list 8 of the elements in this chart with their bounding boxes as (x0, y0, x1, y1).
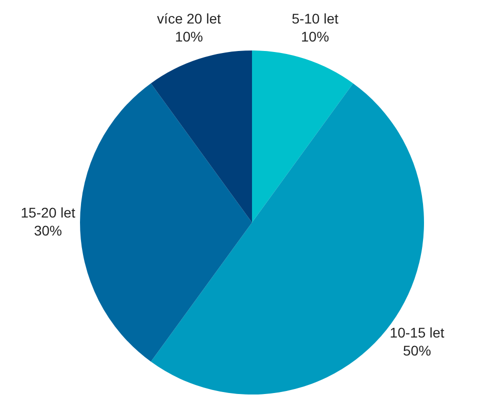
slice-label: 10-15 let (390, 324, 444, 340)
data-label: 10% (174, 28, 203, 44)
data-label: 30% (34, 222, 62, 238)
data-label: 10% (301, 28, 330, 44)
data-label: 50% (403, 342, 432, 358)
slice-label: 5-10 let (292, 10, 338, 26)
slice-label: více 20 let (157, 10, 221, 26)
slice-label: 15-20 let (20, 204, 76, 220)
